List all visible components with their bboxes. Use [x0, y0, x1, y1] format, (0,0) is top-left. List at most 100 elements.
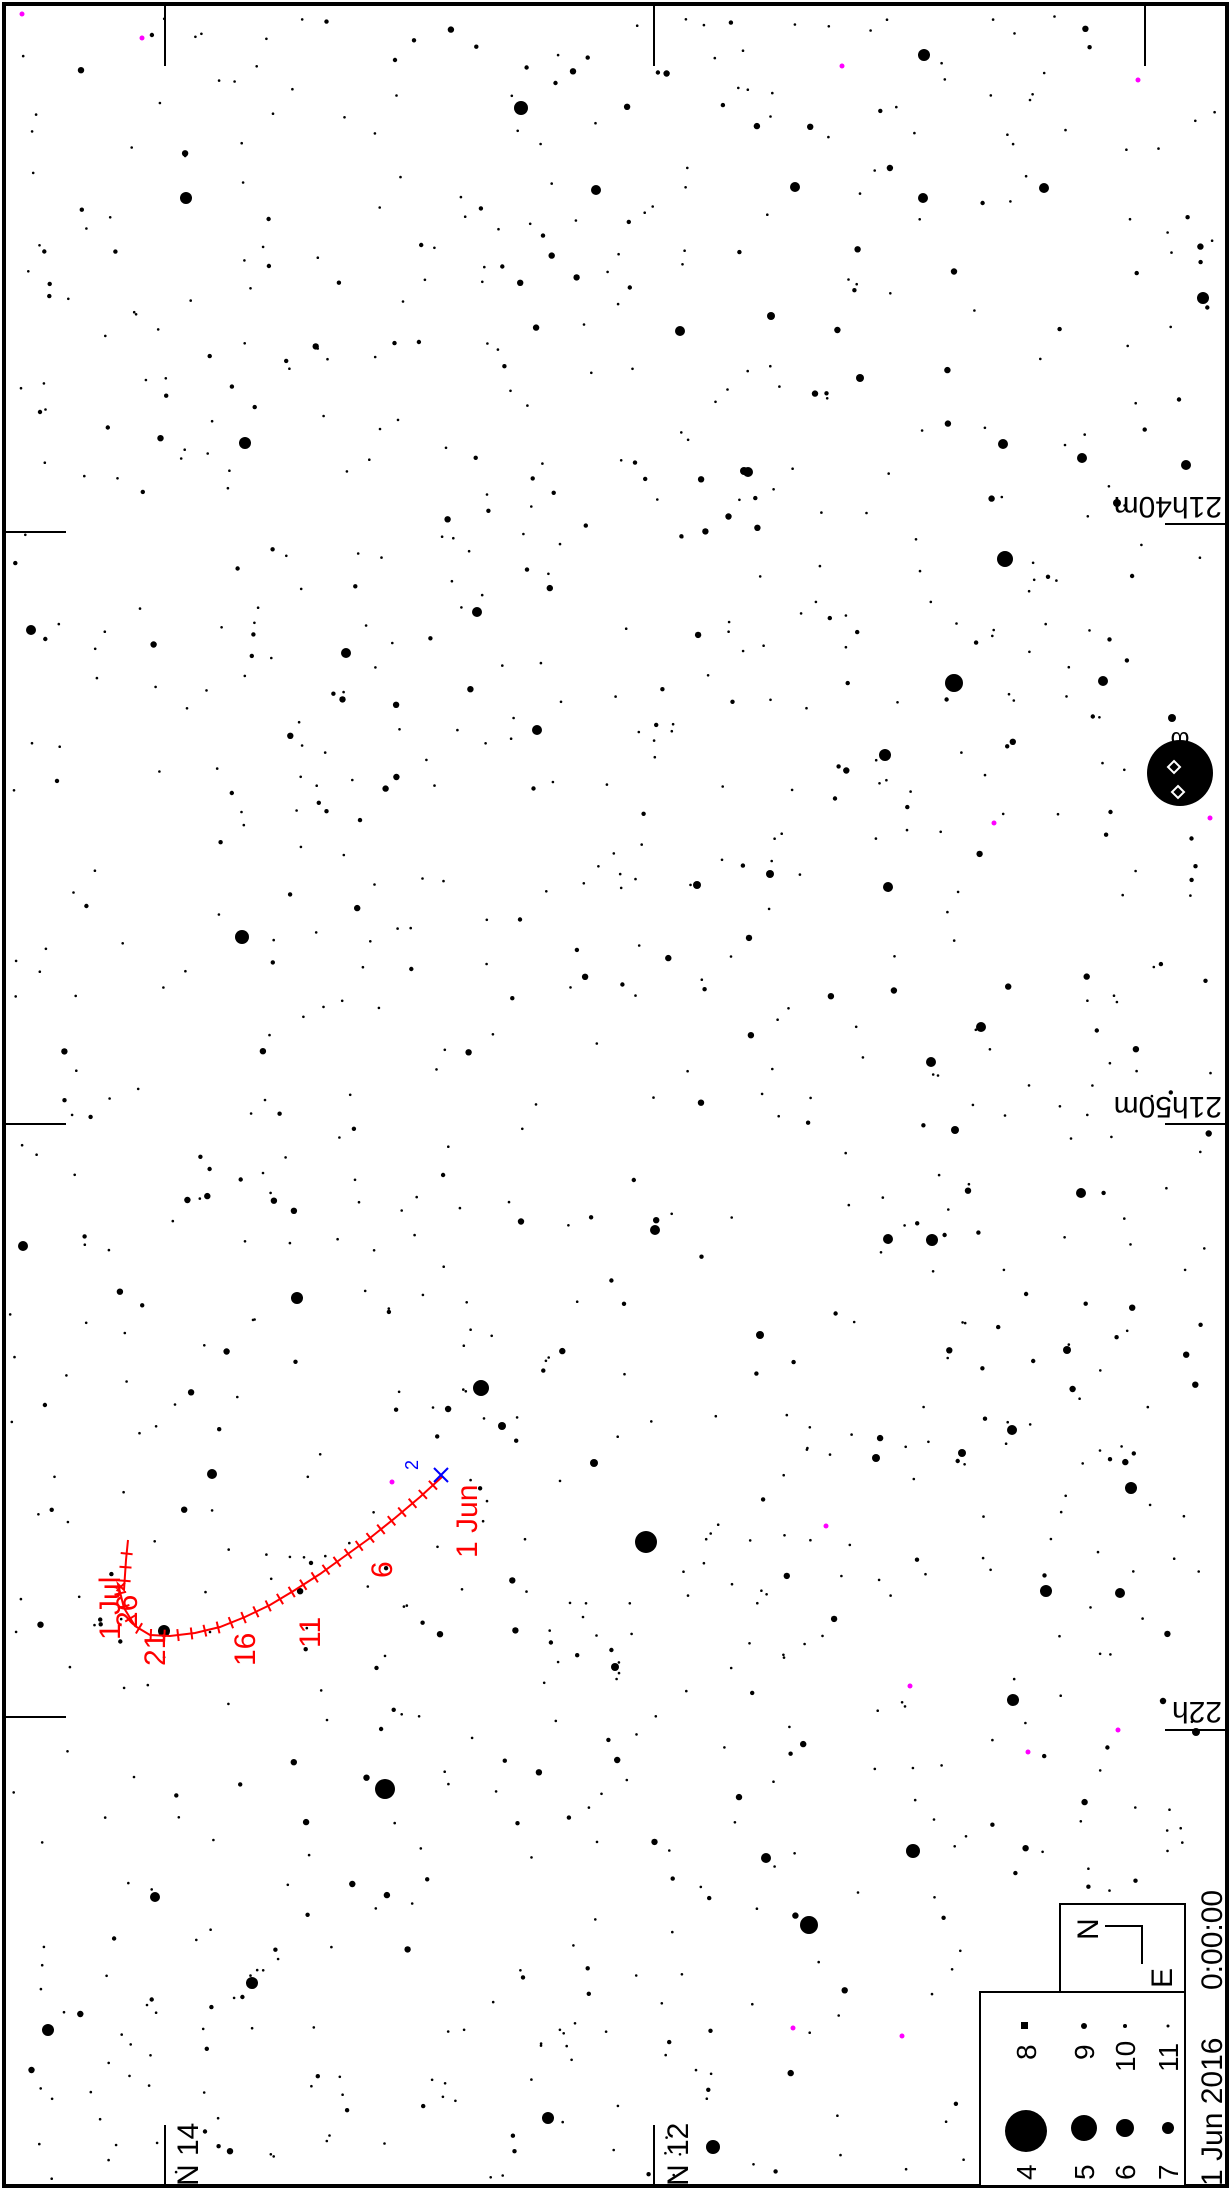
star	[873, 1767, 877, 1771]
star	[942, 1232, 947, 1238]
star	[266, 216, 271, 222]
star	[540, 233, 546, 238]
star	[150, 1888, 153, 1891]
star	[119, 1617, 123, 1621]
star	[752, 2163, 755, 2166]
star	[595, 1634, 598, 1637]
star	[702, 528, 709, 535]
star	[876, 1709, 879, 1712]
star	[259, 1048, 267, 1055]
star	[368, 458, 371, 462]
track-tick	[215, 1621, 221, 1634]
galaxy	[1115, 1727, 1121, 1733]
star	[1198, 556, 1202, 559]
star	[19, 1597, 23, 1601]
star	[467, 549, 471, 553]
star	[114, 2143, 118, 2147]
star	[256, 606, 260, 609]
star	[1081, 1462, 1084, 1465]
star	[310, 2084, 313, 2088]
star	[207, 1166, 212, 1172]
star	[430, 2078, 434, 2082]
star	[656, 498, 659, 501]
star	[517, 1218, 525, 1225]
star	[848, 1543, 852, 1547]
star	[443, 1048, 447, 1052]
star	[922, 1405, 925, 1409]
star	[509, 1577, 516, 1584]
star	[900, 1701, 904, 1704]
star	[606, 1737, 611, 1743]
star	[955, 1458, 960, 1464]
galaxy	[1207, 815, 1213, 821]
star	[316, 256, 320, 260]
star	[312, 343, 319, 350]
star	[1028, 650, 1031, 654]
star	[653, 755, 657, 759]
star	[635, 1733, 638, 1736]
star	[1013, 32, 1016, 35]
star	[834, 326, 841, 334]
star	[62, 2010, 66, 2014]
star	[886, 164, 894, 172]
star	[904, 1445, 907, 1449]
star	[793, 23, 797, 26]
star	[905, 804, 910, 810]
star	[1182, 1514, 1186, 1518]
star	[77, 67, 85, 74]
star	[344, 2108, 350, 2113]
star	[217, 79, 221, 82]
omega-double-marker-2	[1170, 784, 1186, 800]
star	[392, 57, 398, 63]
compass-east-label: E	[1146, 1968, 1179, 1988]
star	[1098, 1652, 1102, 1656]
star	[606, 270, 609, 274]
star	[183, 448, 186, 452]
star	[874, 837, 878, 840]
star	[1064, 1494, 1067, 1498]
star	[1045, 574, 1051, 579]
star	[586, 1991, 591, 1997]
star	[809, 1096, 812, 1100]
star	[431, 1406, 435, 1409]
legend-box	[979, 1991, 1186, 2187]
star	[678, 2153, 682, 2156]
star	[887, 472, 890, 475]
star	[953, 1845, 956, 1848]
star	[879, 749, 891, 761]
star	[878, 108, 883, 114]
legend-label-9: 9	[1069, 2044, 1100, 2060]
star	[575, 1300, 579, 1303]
star	[428, 636, 433, 641]
star	[509, 737, 513, 740]
star	[1108, 1061, 1112, 1065]
star	[1009, 738, 1016, 745]
star	[686, 1069, 689, 1073]
star	[480, 593, 484, 597]
star	[373, 132, 377, 135]
star	[883, 1234, 893, 1244]
star	[174, 1793, 179, 1798]
legend-dot-10	[1123, 2024, 1127, 2028]
star	[791, 1359, 796, 1365]
star	[531, 786, 536, 791]
star	[270, 960, 275, 965]
star	[766, 213, 769, 216]
star	[440, 535, 444, 538]
star	[945, 674, 963, 692]
star	[39, 2087, 42, 2090]
star	[1165, 1186, 1168, 1190]
star	[1049, 1537, 1053, 1541]
star	[1069, 1385, 1076, 1393]
star	[40, 1963, 44, 1967]
star	[1098, 676, 1108, 686]
star	[932, 1818, 936, 1821]
star	[348, 1541, 351, 1545]
star	[821, 1634, 824, 1638]
star	[489, 2176, 493, 2179]
star	[843, 767, 850, 774]
star	[229, 384, 235, 389]
star	[684, 18, 688, 21]
star	[396, 418, 400, 422]
star	[787, 2069, 794, 2077]
